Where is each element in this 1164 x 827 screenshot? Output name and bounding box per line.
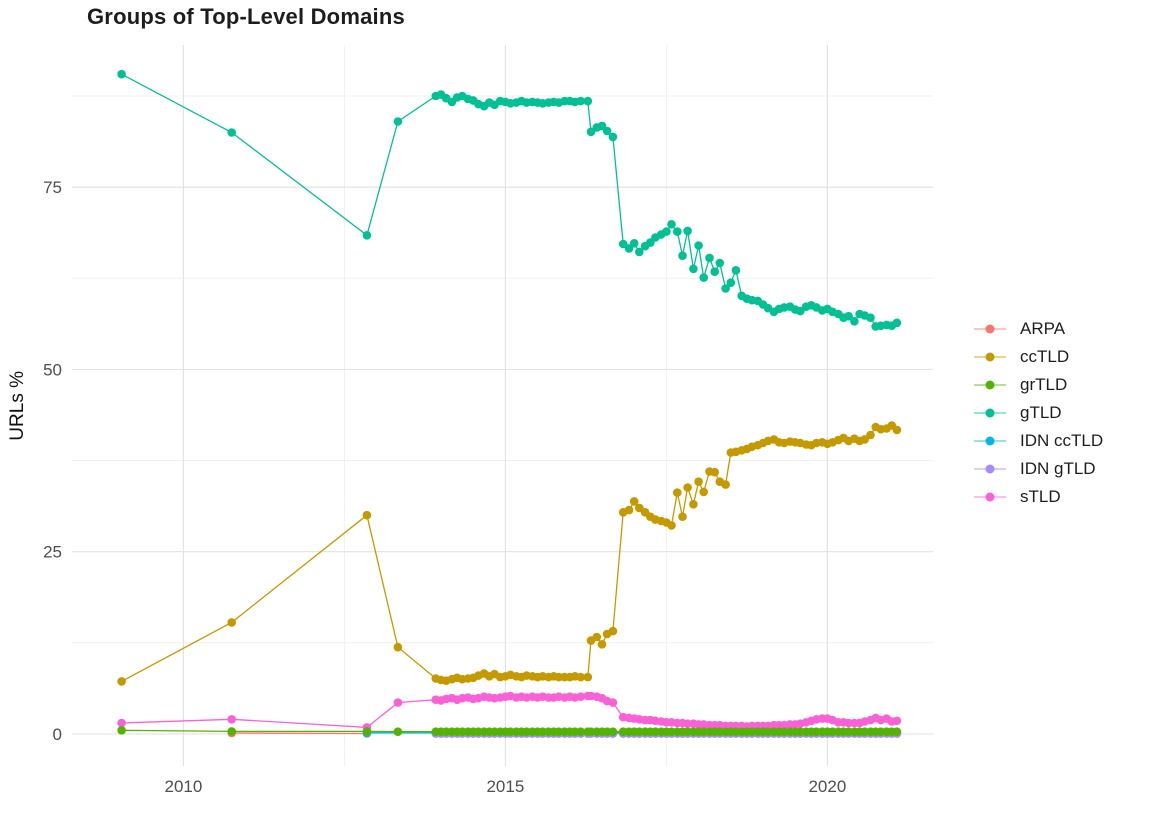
- legend-label: grTLD: [1020, 375, 1068, 394]
- legend-key-icon: [974, 352, 1006, 362]
- y-tick-label: 75: [43, 178, 62, 197]
- legend: ARPA ccTLD grTLD gTLD IDN ccTLD IDN gTLD sTLD: [972, 318, 1103, 508]
- legend-item-ccTLD: ccTLD: [972, 346, 1103, 368]
- y-tick-label: 0: [53, 725, 62, 744]
- series-line-ARPA: [231, 732, 367, 735]
- x-tick-label: 2020: [808, 777, 846, 796]
- legend-item-sTLD: sTLD: [972, 486, 1103, 508]
- x-tick-label: 2015: [486, 777, 524, 796]
- x-tick-label: 2010: [164, 777, 202, 796]
- chart-title: Groups of Top-Level Domains: [87, 4, 405, 29]
- series-points-sTLD: [117, 691, 902, 732]
- legend-label: gTLD: [1020, 403, 1062, 422]
- series-points-grTLD: [117, 726, 902, 736]
- legend-item-grTLD: grTLD: [972, 374, 1103, 396]
- legend-key-icon: [974, 436, 1006, 446]
- legend-label: ARPA: [1020, 319, 1066, 338]
- legend-label: sTLD: [1020, 487, 1061, 506]
- series-line-gTLD: [121, 73, 898, 328]
- legend-item-IDN-gTLD: IDN gTLD: [972, 458, 1103, 480]
- legend-key-icon: [974, 324, 1006, 334]
- legend-label: IDN gTLD: [1020, 459, 1096, 478]
- legend-key-icon: [974, 492, 1006, 502]
- legend-item-IDN-ccTLD: IDN ccTLD: [972, 430, 1103, 452]
- legend-key-icon: [974, 408, 1006, 418]
- y-tick-label: 50: [43, 360, 62, 379]
- legend-item-gTLD: gTLD: [972, 402, 1103, 424]
- y-tick-label: 25: [43, 543, 62, 562]
- legend-item-ARPA: ARPA: [972, 318, 1103, 340]
- legend-key-icon: [974, 380, 1006, 390]
- series-points-ccTLD: [117, 421, 902, 686]
- legend-key-icon: [974, 464, 1006, 474]
- legend-label: ccTLD: [1020, 347, 1070, 366]
- series-points-gTLD: [117, 69, 902, 331]
- legend-label: IDN ccTLD: [1020, 431, 1104, 450]
